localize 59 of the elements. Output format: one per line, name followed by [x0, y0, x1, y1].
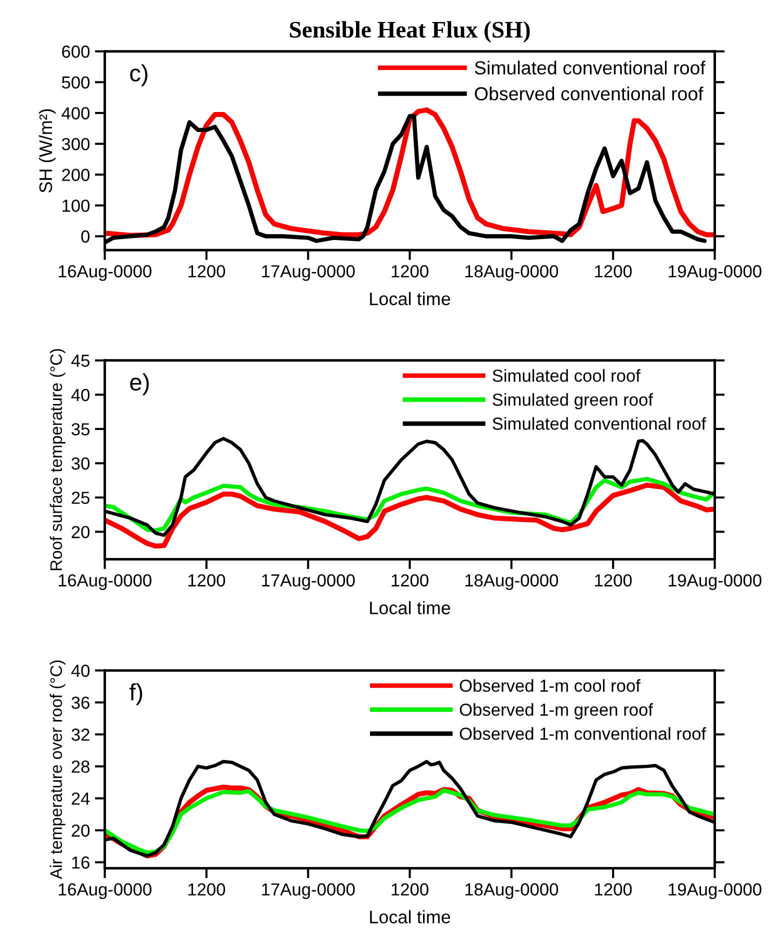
- x-tick-label: 1200: [188, 574, 226, 587]
- x-tick-label: 1200: [392, 883, 428, 896]
- x-tick-label: 17Aug-0000: [262, 574, 355, 590]
- x-tick-label: 1200: [595, 265, 632, 278]
- x-tick-label: 17Aug-0000: [262, 265, 355, 281]
- x-axis-title: Local time: [370, 601, 450, 614]
- x-tick-label: 1200: [595, 883, 632, 896]
- x-axis-title: Local time: [370, 910, 450, 924]
- y-tick-label: 24: [72, 792, 90, 805]
- y-tick-label: 200: [62, 168, 90, 182]
- y-tick-label: 600: [62, 46, 90, 58]
- legend-label: Simulated cool roof: [492, 369, 640, 382]
- x-tick-label: 1200: [595, 574, 632, 587]
- x-axis-title: Local time: [370, 292, 450, 306]
- y-tick-label: 25: [72, 492, 90, 504]
- y-tick-label: 16: [72, 856, 90, 869]
- y-tick-label: 40: [71, 664, 90, 677]
- y-tick-label: 30: [72, 457, 90, 470]
- x-tick-label: 19Aug-0000: [668, 883, 762, 900]
- legend-label: Observed 1-m cool roof: [460, 679, 640, 692]
- x-tick-label: 18Aug-0000: [465, 883, 558, 900]
- y-tick-label: 35: [72, 423, 90, 436]
- y-tick-label: 500: [62, 76, 90, 89]
- x-tick-label: 1200: [188, 265, 226, 278]
- y-tick-label: 32: [72, 728, 90, 741]
- x-tick-label: 16Aug-0000: [58, 883, 152, 900]
- y-axis-title: Roof surface temperature (°C): [50, 349, 66, 570]
- x-tick-label: 16Aug-0000: [58, 265, 152, 281]
- y-tick-label: 100: [62, 200, 90, 212]
- chart-title: Sensible Heat Flux (SH): [290, 21, 530, 42]
- legend-label: Simulated conventional roof: [474, 60, 706, 74]
- legend-label: Observed 1-m green roof: [460, 703, 654, 720]
- y-tick-label: 20: [72, 526, 90, 538]
- annotation: e): [130, 373, 149, 396]
- legend-label: Simulated conventional roof: [492, 417, 706, 430]
- annotation: c): [130, 64, 148, 86]
- legend-label: Observed conventional roof: [474, 86, 704, 100]
- annotation: f): [130, 683, 142, 706]
- x-tick-label: 18Aug-0000: [465, 574, 558, 590]
- x-tick-label: 1200: [188, 883, 226, 896]
- y-tick-label: 40: [71, 388, 90, 402]
- y-tick-label: 300: [62, 138, 90, 150]
- y-tick-label: 28: [72, 760, 90, 773]
- y-axis-title: Air temperature over roof (°C): [50, 660, 66, 880]
- y-tick-label: 45: [71, 354, 90, 367]
- y-tick-label: 400: [62, 107, 90, 120]
- x-tick-label: 16Aug-0000: [58, 574, 152, 590]
- x-tick-label: 18Aug-0000: [465, 265, 558, 281]
- x-tick-label: 1200: [392, 265, 428, 278]
- y-tick-label: 20: [72, 824, 90, 837]
- x-tick-label: 19Aug-0000: [668, 574, 762, 590]
- y-tick-label: 0: [81, 230, 90, 243]
- x-tick-label: 1200: [392, 574, 428, 587]
- y-tick-label: 36: [72, 696, 90, 709]
- x-tick-label: 19Aug-0000: [668, 265, 762, 281]
- x-tick-label: 17Aug-0000: [262, 883, 355, 900]
- y-axis-title: SH (W/m²): [38, 109, 56, 193]
- legend-label: Simulated green roof: [492, 393, 654, 410]
- legend-label: Observed 1-m conventional roof: [460, 727, 706, 740]
